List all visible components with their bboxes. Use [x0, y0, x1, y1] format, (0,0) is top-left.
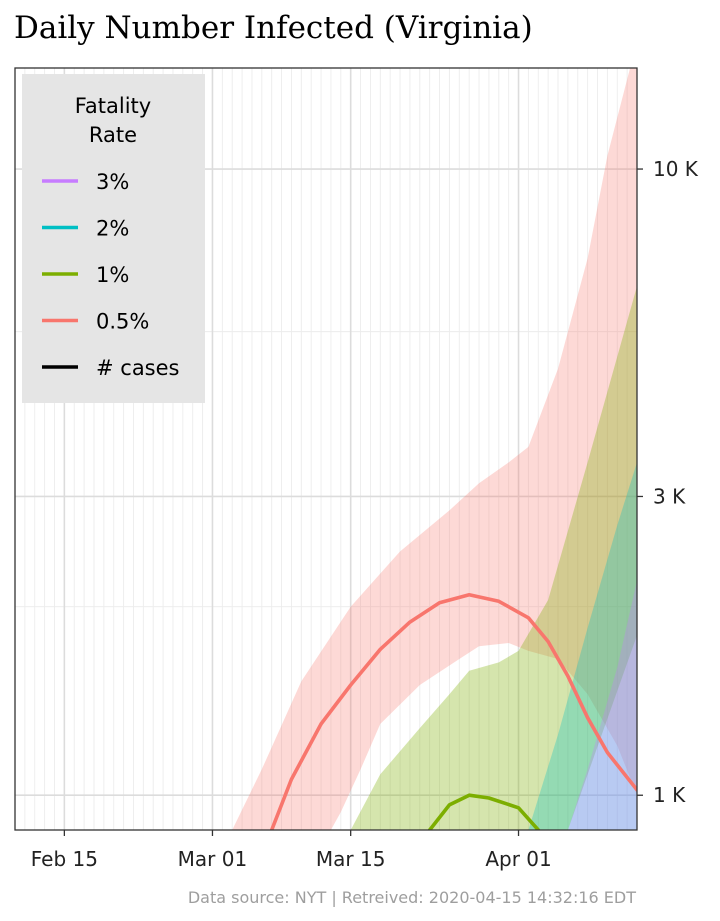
- panel-border: [14, 67, 638, 831]
- series-lines: [269, 592, 637, 830]
- legend-label: # cases: [96, 356, 180, 380]
- legend-label: 0.5%: [96, 310, 149, 334]
- legend-title: Rate: [89, 123, 137, 147]
- x-tick-label: Mar 01: [178, 847, 248, 871]
- y-tick-label: 1 K: [653, 783, 686, 807]
- band-2pct: [528, 462, 637, 830]
- series-line-1pct: [427, 793, 541, 830]
- legend-label: 2%: [96, 217, 129, 241]
- legend-label: 3%: [96, 170, 129, 194]
- y-tick-label: 10 K: [653, 157, 699, 181]
- legend-label: 1%: [96, 263, 129, 287]
- x-tick-label: Apr 01: [485, 847, 551, 871]
- legend-title: Fatality: [75, 94, 151, 118]
- band-0-5pct: [232, 68, 637, 830]
- y-tick-label: 3 K: [653, 484, 686, 508]
- series-line-0-5pct: [269, 592, 637, 830]
- axes: Feb 15 Mar 01 Mar 15 Apr 01 1 K 3 K 10 K: [31, 157, 699, 871]
- x-tick-label: Mar 15: [316, 847, 386, 871]
- chart-title: Daily Number Infected (Virginia): [14, 10, 533, 46]
- band-1pct: [350, 286, 637, 830]
- data-source-footnote: Data source: NYT | Retreived: 2020-04-15…: [187, 888, 636, 907]
- legend: Fatality Rate 3% 2% 1% 0.5% # cases: [22, 74, 205, 403]
- legend-box: [22, 74, 205, 403]
- x-tick-label: Feb 15: [31, 847, 98, 871]
